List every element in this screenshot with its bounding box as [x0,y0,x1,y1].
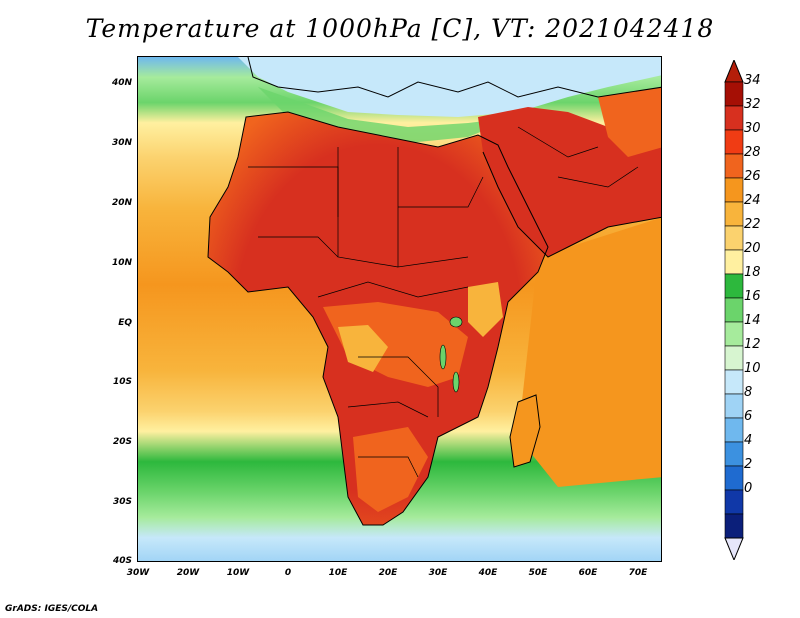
colorbar-tick-label: 32 [744,97,761,112]
colorbar-segment [724,321,744,347]
iran-land [598,87,661,157]
lon-label-70e: 70E [628,568,648,578]
lat-label-30s: 30S [112,497,132,507]
credit-footer: GrADS: IGES/COLA [5,604,99,614]
country-borders [248,126,639,478]
indian-ocean-field [518,217,661,487]
arabia-land [478,107,661,257]
colorbar-tick-label: 28 [744,145,761,160]
colorbar-tick-label: 10 [744,361,761,376]
east-africa-highland [468,282,503,337]
colorbar-segment [724,441,744,467]
colorbar-segment [724,129,744,155]
colorbar-segment [724,81,744,107]
colorbar-segment [724,249,744,275]
colorbar-tick-label: 8 [744,385,753,400]
lon-label-60e: 60E [578,568,598,578]
southern-africa-warm [353,427,428,512]
colorbar-segment [724,513,744,539]
colorbar-bottom-arrow [724,537,744,560]
lat-label-40s: 40S [112,556,132,566]
colorbar-tick-label: 14 [744,313,761,328]
colorbar-segment [724,369,744,395]
lon-label-20w: 20W [176,568,200,578]
lon-label-0: 0 [284,568,292,578]
colorbar-tick-label: 34 [744,73,761,88]
temperature-map [138,57,661,561]
lon-label-10e: 10E [328,568,348,578]
colorbar-tick-label: 12 [744,337,761,352]
africa-coastline [207,111,549,526]
colorbar-segment [724,417,744,443]
colorbar-tick-label: 18 [744,265,761,280]
lakes [439,316,463,393]
mediterranean-green [258,87,518,143]
colorbar-tick-label: 0 [744,481,753,496]
lon-label-10w: 10W [226,568,250,578]
madagascar-land [509,394,541,468]
mediterranean-field [238,57,661,117]
colorbar-tick-label: 30 [744,121,761,136]
colorbar-segment [724,177,744,203]
colorbar-segment [724,153,744,179]
lon-label-30w: 30W [126,568,150,578]
lat-label-40n: 40N [111,78,132,88]
colorbar-tick-label: 20 [744,241,761,256]
lon-label-30e: 30E [428,568,448,578]
arabia-coastline [482,151,661,258]
europe-coastline [247,57,661,98]
map-plot-area [137,56,662,562]
lat-label-10n: 10N [111,258,132,268]
colorbar-segment [724,273,744,299]
map-title: Temperature at 1000hPa [C], VT: 20210424… [85,14,715,43]
colorbar-tick-label: 6 [744,409,753,424]
colorbar-tick-label: 16 [744,289,761,304]
lon-label-50e: 50E [528,568,548,578]
lat-label-10s: 10S [112,377,132,387]
congo-basin [338,325,388,372]
lat-label-eq: EQ [118,318,132,328]
colorbar-tick-label: 22 [744,217,761,232]
colorbar-segment [724,465,744,491]
lon-label-20e: 20E [378,568,398,578]
colorbar-segment [724,393,744,419]
colorbar [724,60,744,560]
colorbar-tick-label: 2 [744,457,753,472]
equatorial-africa-warm [323,302,468,387]
colorbar-segment [724,297,744,323]
lat-label-30n: 30N [111,138,132,148]
colorbar-top-arrow [724,60,744,83]
colorbar-segment [724,345,744,371]
lat-label-20n: 20N [111,198,132,208]
colorbar-segment [724,225,744,251]
colorbar-segment [724,201,744,227]
colorbar-tick-label: 24 [744,193,761,208]
colorbar-segment [724,489,744,515]
lon-label-40e: 40E [478,568,498,578]
colorbar-segment [724,105,744,131]
colorbar-tick-label: 26 [744,169,761,184]
colorbar-tick-label: 4 [744,433,753,448]
lat-label-20s: 20S [112,437,132,447]
